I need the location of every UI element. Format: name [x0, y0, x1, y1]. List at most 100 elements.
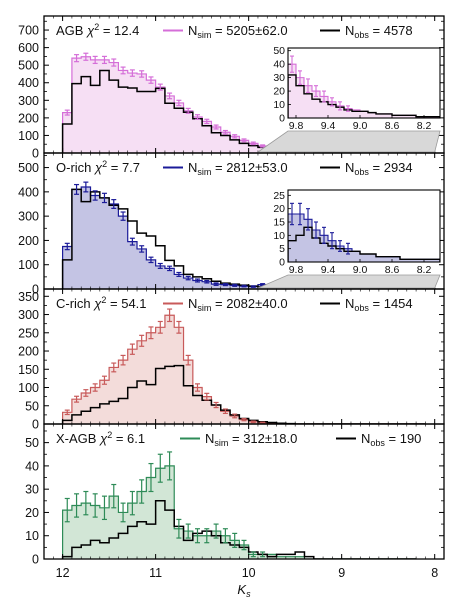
legend-sim-value: = 2082±40.0	[211, 296, 287, 311]
chi2-exponent: 2	[101, 295, 106, 305]
legend-obs-value: = 190	[385, 431, 422, 446]
y-tick-label: 300	[18, 308, 39, 322]
y-tick-label: 400	[18, 185, 39, 199]
y-tick-label: 100	[18, 258, 39, 272]
panel-title: AGB χ2 = 12.4	[56, 22, 139, 38]
legend-obs-subscript: obs	[354, 303, 369, 313]
panel-title: O-rich χ2 = 7.7	[56, 159, 140, 175]
chi2-exponent: 2	[94, 22, 99, 32]
sim-step-line	[62, 465, 417, 559]
inset-y-tick-label: 50	[273, 45, 285, 57]
panel-label: AGB	[56, 23, 87, 38]
y-tick-label: 200	[18, 234, 39, 248]
y-tick-label: 0	[32, 553, 39, 567]
sim-step-line	[62, 314, 426, 424]
inset-frame	[287, 47, 441, 119]
inset-y-tick-label: 5	[279, 243, 285, 255]
x-axis-label-main: K	[237, 582, 247, 597]
inset-y-tick-label: 30	[273, 72, 285, 84]
inset-y-tick-label: 20	[273, 203, 285, 215]
legend-sim-n: N	[205, 431, 214, 446]
x-tick-label: 10	[242, 566, 256, 580]
chi2-symbol: χ	[94, 160, 103, 175]
chi2-value: = 7.7	[107, 160, 140, 175]
obs-step-line	[61, 364, 426, 424]
legend-obs-n: N	[361, 431, 370, 446]
legend-sim-label: Nsim = 312±18.0	[205, 431, 297, 448]
panel-x-agb: 0 10 20 30 40 50 X-AGB χ2 = 6.1 Nsim = 312±18.0…	[25, 423, 445, 567]
legend-sim-value: = 2812±53.0	[211, 160, 287, 175]
legend-obs-label: Nobs = 190	[361, 431, 421, 448]
y-tick-label: 50	[25, 399, 39, 413]
inset-x-tick-label: 9.4	[321, 120, 336, 132]
y-tick-label: 200	[18, 345, 39, 359]
legend-obs-label: Nobs = 2934	[345, 160, 413, 177]
inset-x-tick-label: 9.4	[321, 264, 336, 276]
inset-x-tick-label: 8.6	[385, 264, 400, 276]
y-tick-label: 500	[18, 59, 39, 73]
inset-y-tick-label: 0	[279, 257, 285, 269]
y-tick-label: 40	[25, 459, 39, 473]
legend-sim-subscript: sim	[197, 303, 211, 313]
legend-sim-n: N	[188, 23, 197, 38]
y-tick-label: 0	[32, 418, 39, 432]
chi2-value: = 6.1	[112, 431, 145, 446]
panel-label: O-rich	[56, 160, 95, 175]
inset-sim-fill	[288, 64, 440, 118]
chi2-value: = 12.4	[99, 23, 139, 38]
y-tick-label: 20	[25, 506, 39, 520]
inset-y-tick-label: 25	[273, 190, 285, 202]
zoom-connector	[257, 274, 441, 289]
legend-sim-subscript: sim	[197, 167, 211, 177]
legend-obs-value: = 2934	[369, 160, 413, 175]
legend-obs-n: N	[345, 296, 354, 311]
zoom-connector	[256, 130, 441, 153]
plot-area	[61, 308, 426, 424]
legend-obs-n: N	[345, 23, 354, 38]
inset-y-tick-label: 20	[273, 86, 285, 98]
inset-plot	[288, 202, 440, 262]
panel-title: X-AGB χ2 = 6.1	[56, 430, 145, 446]
panel-c-rich: 0 50 100 150 200 250 300 350 C-rich χ2 = 54.1 Nsi…	[18, 288, 445, 432]
inset-plot	[288, 55, 440, 118]
legend-sim-subscript: sim	[197, 30, 211, 40]
legend-sim-subscript: sim	[214, 438, 228, 448]
legend-obs-subscript: obs	[354, 30, 369, 40]
y-tick-label: 350	[18, 290, 39, 304]
y-tick-label: 0	[32, 147, 39, 161]
chi2-symbol: χ	[93, 296, 102, 311]
inset-y-tick-label: 10	[273, 99, 285, 111]
panel-label: C-rich	[56, 296, 94, 311]
y-tick-label: 300	[18, 210, 39, 224]
y-tick-label: 400	[18, 76, 39, 90]
y-tick-label: 250	[18, 326, 39, 340]
inset-x-tick-label: 8.2	[417, 120, 432, 132]
legend-sim-label: Nsim = 2082±40.0	[188, 296, 288, 313]
inset-x-tick-label: 8.2	[417, 264, 432, 276]
inset-y-tick-label: 40	[273, 59, 285, 71]
legend-obs-label: Nobs = 4578	[345, 23, 413, 40]
x-tick-label: 12	[56, 566, 70, 580]
chi2-value: = 54.1	[106, 296, 146, 311]
y-tick-label: 500	[18, 161, 39, 175]
sim-fill	[62, 315, 426, 424]
panel-label: X-AGB	[56, 431, 100, 446]
inset-sim-fill	[288, 214, 440, 262]
legend-sim-n: N	[188, 296, 197, 311]
y-tick-label: 200	[18, 111, 39, 125]
legend-obs-subscript: obs	[370, 438, 385, 448]
x-tick-label: 9	[338, 566, 345, 580]
y-tick-label: 0	[32, 283, 39, 297]
y-tick-label: 700	[18, 24, 39, 38]
inset-frame	[287, 189, 441, 263]
legend-obs-value: = 1454	[369, 296, 413, 311]
chi2-exponent: 2	[107, 430, 112, 440]
inset-x-tick-label: 9.8	[289, 120, 304, 132]
svg-text:Ks: Ks	[237, 582, 251, 599]
chi2-symbol: χ	[99, 431, 108, 446]
